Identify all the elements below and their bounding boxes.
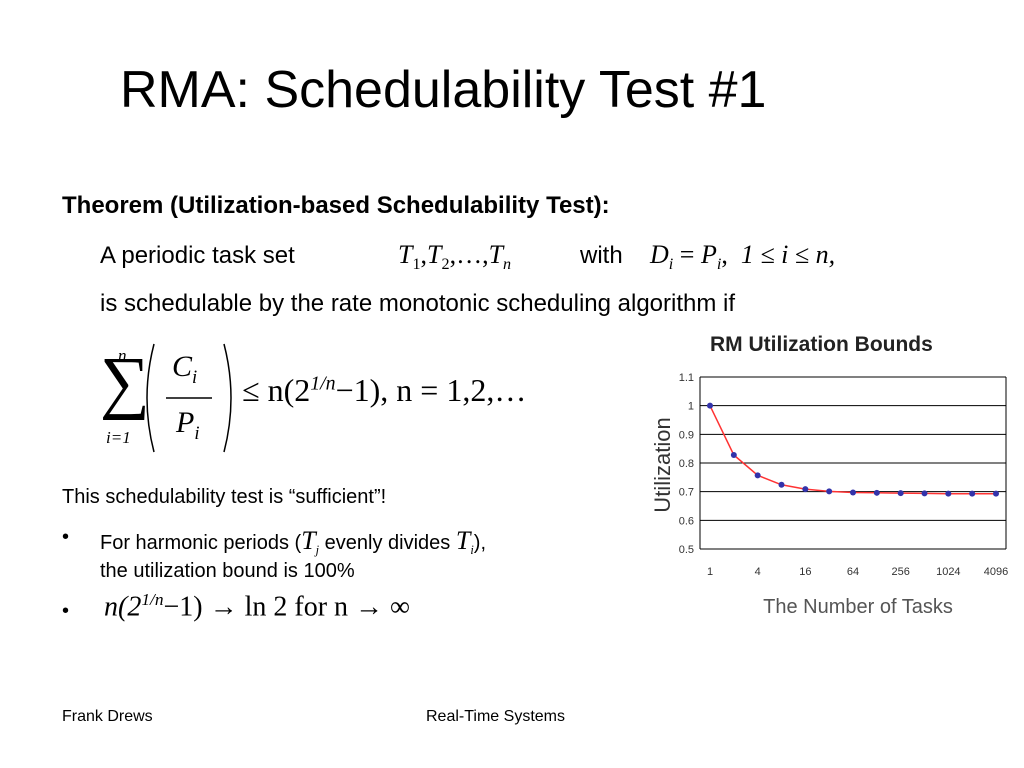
chart-data-point bbox=[778, 481, 785, 488]
chart-data-point bbox=[945, 490, 952, 497]
fraction-denominator: Pi bbox=[176, 406, 200, 444]
chart-data-point bbox=[921, 490, 928, 497]
chart-x-tick-label: 256 bbox=[891, 566, 909, 578]
chart-series-line bbox=[709, 405, 996, 495]
chart-y-tick-label: 0.5 bbox=[679, 544, 694, 556]
theorem-line-1: A periodic task set bbox=[100, 242, 295, 270]
sum-lower-limit: i=1 bbox=[106, 428, 131, 447]
chart-y-tick-label: 0.9 bbox=[679, 429, 694, 441]
sum-upper-limit: n bbox=[118, 346, 127, 365]
chart-data-point bbox=[969, 490, 976, 497]
chart-x-tick-label: 16 bbox=[799, 566, 811, 578]
utilization-formula: n ∑ i=1 Ci Pi ≤ n(21/n−1), n = 1,2,… bbox=[92, 340, 612, 460]
chart-x-tick-label: 1024 bbox=[936, 566, 960, 578]
formula-rhs: ≤ n(21/n−1), n = 1,2,… bbox=[242, 372, 527, 408]
theorem-heading: Theorem (Utilization-based Schedulabilit… bbox=[62, 192, 610, 219]
chart-x-axis-label: The Number of Tasks bbox=[763, 596, 953, 618]
bullet-1-line-2: the utilization bound is 100% bbox=[100, 560, 355, 582]
deadline-condition: Di = Pi, 1 ≤ i ≤ n, bbox=[650, 240, 836, 274]
chart-data-point bbox=[897, 490, 904, 497]
chart-data-point bbox=[993, 490, 999, 497]
page-title: RMA: Schedulability Test #1 bbox=[120, 61, 767, 119]
fraction-numerator: Ci bbox=[172, 350, 198, 388]
theorem-line-2: is schedulable by the rate monotonic sch… bbox=[100, 290, 736, 317]
chart-data-point bbox=[826, 488, 833, 495]
chart-title: RM Utilization Bounds bbox=[710, 333, 933, 356]
task-set-math: T1,T2,…,Tn bbox=[398, 240, 512, 274]
chart-y-tick-label: 1.1 bbox=[679, 372, 694, 384]
chart-data-point bbox=[873, 489, 880, 496]
footer-course: Real-Time Systems bbox=[426, 708, 565, 725]
chart-x-tick-label: 64 bbox=[847, 566, 859, 578]
footer-author: Frank Drews bbox=[62, 708, 153, 725]
bullet-1-marker: • bbox=[62, 526, 70, 548]
chart-x-tick-label: 1 bbox=[707, 566, 713, 578]
line1-prefix: A periodic task set bbox=[100, 242, 295, 269]
chart-y-axis-label: Utilization bbox=[650, 417, 675, 512]
bullet-2-marker: • bbox=[62, 600, 70, 622]
bullet-2-math: n(21/n−1) → ln 2 for n → ∞ bbox=[104, 590, 411, 623]
sufficient-statement: This schedulability test is “sufficient”… bbox=[62, 486, 387, 508]
chart-y-tick-label: 0.8 bbox=[679, 458, 694, 470]
chart-data-point bbox=[707, 402, 713, 409]
bullet-1-text: For harmonic periods (Tj evenly divides … bbox=[100, 526, 486, 557]
chart-data-point bbox=[754, 472, 761, 479]
chart-y-tick-label: 0.6 bbox=[679, 515, 694, 527]
fraction-parentheses bbox=[146, 343, 232, 453]
chart-data-point bbox=[730, 451, 737, 458]
chart-data-point bbox=[802, 486, 809, 493]
utilization-bounds-chart: RM Utilization Bounds Utilization The Nu… bbox=[650, 333, 1008, 618]
chart-y-tick-label: 1 bbox=[688, 401, 694, 413]
chart-x-tick-label: 4096 bbox=[984, 566, 1008, 578]
chart-y-tick-label: 0.7 bbox=[679, 487, 694, 499]
chart-data-point bbox=[850, 489, 856, 496]
with-label: with bbox=[580, 242, 623, 269]
sigma-symbol: ∑ bbox=[100, 344, 150, 421]
chart-x-tick-label: 4 bbox=[755, 566, 761, 578]
